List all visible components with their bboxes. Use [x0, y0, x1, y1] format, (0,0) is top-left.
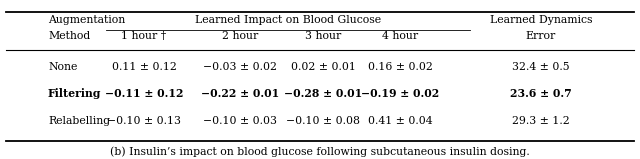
Text: −0.19 ± 0.02: −0.19 ± 0.02: [361, 88, 439, 99]
Text: −0.10 ± 0.08: −0.10 ± 0.08: [286, 116, 360, 126]
Text: 3 hour: 3 hour: [305, 31, 341, 41]
Text: None: None: [48, 62, 77, 72]
Text: Learned Dynamics: Learned Dynamics: [490, 15, 592, 25]
Text: 0.11 ± 0.12: 0.11 ± 0.12: [111, 62, 177, 72]
Text: (b) Insulin’s impact on blood glucose following subcutaneous insulin dosing.: (b) Insulin’s impact on blood glucose fo…: [110, 147, 530, 157]
Text: Learned Impact on Blood Glucose: Learned Impact on Blood Glucose: [195, 15, 381, 25]
Text: 0.41 ± 0.04: 0.41 ± 0.04: [368, 116, 432, 126]
Text: 1 hour †: 1 hour †: [122, 31, 166, 41]
Text: −0.11 ± 0.12: −0.11 ± 0.12: [105, 88, 183, 99]
Text: 32.4 ± 0.5: 32.4 ± 0.5: [512, 62, 570, 72]
Text: Augmentation: Augmentation: [48, 15, 125, 25]
Text: Filtering: Filtering: [48, 88, 101, 99]
Text: 4 hour: 4 hour: [382, 31, 418, 41]
Text: Relabelling: Relabelling: [48, 116, 110, 126]
Text: 2 hour: 2 hour: [222, 31, 258, 41]
Text: Error: Error: [525, 31, 556, 41]
Text: −0.10 ± 0.13: −0.10 ± 0.13: [107, 116, 181, 126]
Text: 0.02 ± 0.01: 0.02 ± 0.01: [291, 62, 356, 72]
Text: 29.3 ± 1.2: 29.3 ± 1.2: [512, 116, 570, 126]
Text: Method: Method: [48, 31, 90, 41]
Text: 23.6 ± 0.7: 23.6 ± 0.7: [510, 88, 572, 99]
Text: −0.10 ± 0.03: −0.10 ± 0.03: [203, 116, 277, 126]
Text: −0.03 ± 0.02: −0.03 ± 0.02: [203, 62, 277, 72]
Text: 0.16 ± 0.02: 0.16 ± 0.02: [367, 62, 433, 72]
Text: −0.28 ± 0.01: −0.28 ± 0.01: [284, 88, 362, 99]
Text: −0.22 ± 0.01: −0.22 ± 0.01: [201, 88, 279, 99]
